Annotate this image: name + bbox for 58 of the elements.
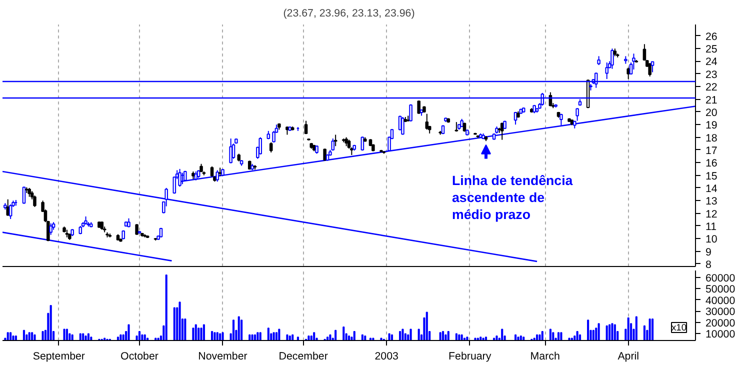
candlestick: [229, 138, 232, 164]
candlestick: [401, 116, 404, 136]
x-tick-label: November: [198, 350, 248, 362]
y-tick-label: 22: [706, 82, 718, 94]
y-tick-label: 15: [706, 170, 718, 182]
y-tick-label: 14: [706, 182, 718, 195]
candlestick: [626, 67, 630, 80]
candlestick: [650, 61, 654, 73]
chart-title: (23.67, 23.96, 23.13, 23.96): [283, 8, 415, 20]
y-tick-label: 26: [706, 30, 718, 43]
y-tick-label: 30000: [706, 306, 736, 318]
x-tick-label: December: [278, 350, 328, 362]
y-tick-label: 10000: [706, 328, 736, 341]
y-tick-label: 17: [706, 144, 718, 157]
y-tick-label: 20: [706, 106, 718, 119]
x-tick-label: 2003: [374, 350, 399, 362]
candlestick: [417, 100, 420, 114]
x-tick-label: February: [448, 350, 492, 362]
candlestick: [269, 142, 273, 153]
y-tick-label: 20000: [706, 317, 736, 330]
y-tick-label: 16: [706, 158, 718, 170]
candlestick: [409, 104, 412, 122]
y-tick-label: 21: [706, 94, 718, 106]
candlestick: [334, 134, 338, 147]
y-tick-label: 10: [706, 234, 718, 246]
candlestick: [576, 108, 579, 122]
y-tick-label: 9: [706, 246, 712, 258]
y-tick-label: 13: [706, 196, 718, 208]
y-tick-label: 24: [706, 56, 718, 68]
candlestick: [33, 195, 36, 208]
candlestick: [425, 113, 429, 130]
x-tick-label: April: [618, 350, 640, 362]
candlestick: [258, 136, 262, 155]
y-tick-label: 50000: [706, 284, 736, 296]
y-tick-label: 18: [706, 132, 718, 144]
candlestick: [135, 224, 138, 236]
y-tick-label: 60000: [706, 272, 736, 284]
annotation: Linha de tendência ascendente de médio prazo: [452, 172, 574, 222]
candlestick: [605, 62, 608, 80]
candlestick: [610, 48, 614, 70]
y-tick-label: 12: [706, 208, 718, 220]
y-tick-label: 8: [706, 258, 712, 271]
x-tick-label: September: [32, 350, 86, 362]
x-tick-label: March: [530, 350, 560, 362]
candlestick: [323, 148, 326, 162]
candlestick: [49, 222, 52, 236]
candlestick: [22, 186, 26, 204]
candlestick: [304, 120, 308, 135]
y-tick-label: 40000: [706, 294, 736, 307]
y-tick-label: 25: [706, 44, 718, 56]
y-tick-label: 11: [706, 220, 717, 233]
y-tick-label: 19: [706, 120, 718, 132]
y-tick-label: 23: [706, 68, 718, 81]
candlestick: [8, 204, 12, 220]
x-tick-label: October: [120, 350, 159, 362]
candlestick: [648, 62, 652, 77]
candlestick: [6, 198, 10, 216]
candlestick: [331, 138, 335, 152]
